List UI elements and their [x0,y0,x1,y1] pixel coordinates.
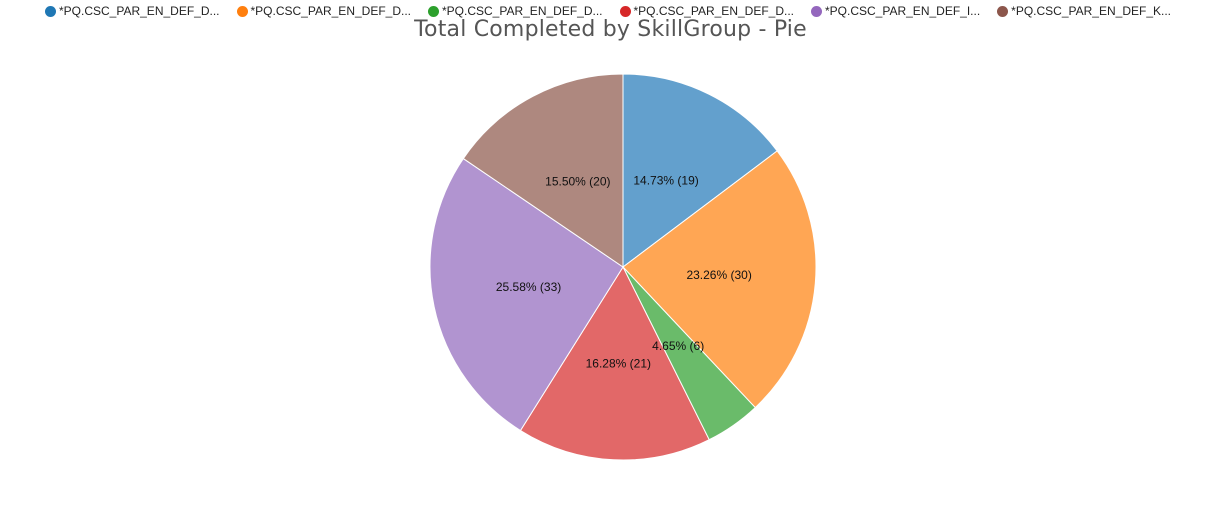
chart-title: Total Completed by SkillGroup - Pie [414,17,807,42]
legend-swatch [428,5,439,17]
legend-item[interactable]: *PQ.CSC_PAR_EN_DEF_D... [45,3,220,19]
legend-label: *PQ.CSC_PAR_EN_DEF_D... [633,4,795,18]
legend-label: *PQ.CSC_PAR_EN_DEF_I... [825,4,981,18]
legend-swatch [811,5,822,17]
slice-data-label: 14.73% (19) [633,174,698,188]
chart-legend: *PQ.CSC_PAR_EN_DEF_D... *PQ.CSC_PAR_EN_D… [45,3,1188,19]
legend-label: *PQ.CSC_PAR_EN_DEF_D... [442,4,603,18]
legend-item[interactable]: *PQ.CSC_PAR_EN_DEF_D... [236,3,412,19]
pie-slice[interactable] [519,265,710,461]
slice-data-label: 15.50% (20) [545,175,610,189]
legend-swatch [236,5,248,17]
slice-data-label: 25.58% (33) [496,280,561,294]
legend-swatch [619,5,631,17]
legend-item[interactable]: *PQ.CSC_PAR_EN_DEF_I... [811,3,980,19]
pie-slice[interactable] [429,157,624,432]
legend-label: *PQ.CSC_PAR_EN_DEF_K... [1011,4,1172,18]
pie-slice-labels: 14.73% (19) 23.26% (30) 4.65% (6)16.28% (2… [496,174,752,371]
legend-label: *PQ.CSC_PAR_EN_DEF_D... [250,4,412,18]
slice-data-label: 4.65% (6) [652,339,704,353]
pie-slice[interactable] [622,150,817,409]
legend-item[interactable]: *PQ.CSC_PAR_EN_DEF_D... [428,3,603,19]
pie-slice[interactable] [622,73,778,269]
slice-data-label: 16.28% (21) [586,356,651,370]
legend-item[interactable]: *PQ.CSC_PAR_EN_DEF_K... [997,3,1171,19]
pie-slice[interactable] [462,73,624,268]
legend-label: *PQ.CSC_PAR_EN_DEF_D... [59,4,220,18]
legend-swatch [997,5,1009,17]
legend-swatch [45,5,56,17]
legend-item[interactable]: *PQ.CSC_PAR_EN_DEF_D... [619,3,795,19]
pie-slices [429,73,817,461]
slice-data-label: 23.26% (30) [686,268,751,282]
